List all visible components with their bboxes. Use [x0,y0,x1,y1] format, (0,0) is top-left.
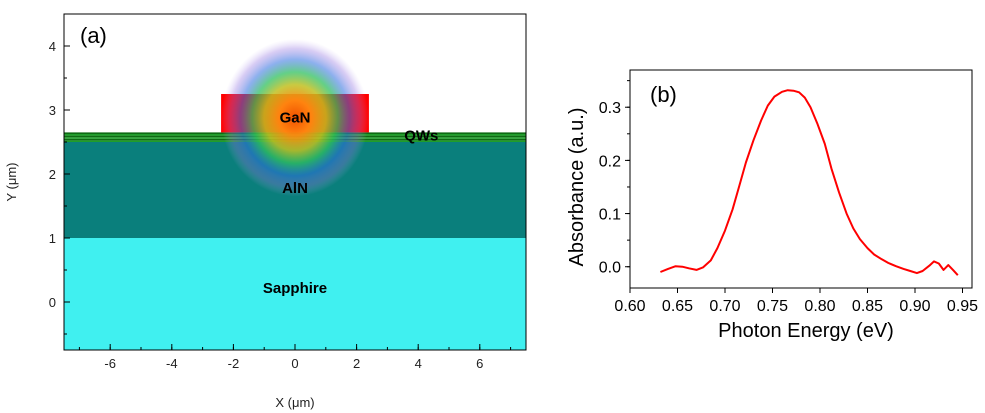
x-tick-label-b: 0.65 [662,298,693,315]
sapphire-layer [64,238,526,350]
label-qws: QWs [404,128,438,145]
y-axis-label-b: Absorbance (a.u.) [566,108,588,267]
y-tick-label-b: 0.3 [599,100,621,117]
y-tick-label-b: 0.0 [599,260,621,277]
panel-b: 0.60 0.65 0.70 0.75 0.80 0.85 0.90 0.95 0.0 0.1 0.… [566,69,978,342]
x-tick-label-b: 0.80 [804,298,835,315]
y-tick-label-a: 1 [49,231,56,246]
label-sapphire: Sapphire [263,280,327,297]
x-tick-label-a: 6 [476,356,483,371]
x-tick-label-b: 0.90 [899,298,930,315]
x-tick-label-a: 4 [415,356,422,371]
y-tick-label-a: 3 [49,103,56,118]
x-tick-label-b: 0.75 [757,298,788,315]
y-tick-label-b: 0.1 [599,207,621,224]
y-tick-label-a: 4 [49,39,56,54]
x-tick-label-a: 0 [291,356,298,371]
x-axis-label-a: X (μm) [275,395,314,410]
x-tick-label-b: 0.85 [852,298,883,315]
x-tick-label-a: 2 [353,356,360,371]
label-gan: GaN [280,110,311,127]
y-tick-label-a: 2 [49,167,56,182]
x-tick-label-a: -2 [228,356,240,371]
x-tick-label-a: -6 [104,356,116,371]
panel-label-a: (a) [80,23,107,48]
x-tick-label-b: 0.95 [947,298,978,315]
x-tick-label-a: -4 [166,356,178,371]
y-tick-label-b: 0.2 [599,153,621,170]
ticks-a: -6 -4 -2 0 2 4 6 0 1 2 3 4 [49,13,512,371]
optical-mode-profile [221,38,369,197]
y-tick-label-a: 0 [49,295,56,310]
y-axis-label-a: Y (μm) [4,162,19,201]
ticks-b: 0.60 0.65 0.70 0.75 0.80 0.85 0.90 0.95 0.0 0.1 0.… [599,80,978,315]
x-tick-label-b: 0.70 [709,298,740,315]
absorbance-series-line [660,89,959,276]
plot-frame-b [629,69,973,289]
panel-a: -6 -4 -2 0 2 4 6 0 1 2 3 4 (a) GaN QWs AlN Sapphire… [4,13,527,410]
x-axis-label-b: Photon Energy (eV) [718,320,894,342]
panel-label-b: (b) [650,82,677,107]
x-tick-label-b: 0.60 [614,298,645,315]
label-aln: AlN [282,180,308,197]
